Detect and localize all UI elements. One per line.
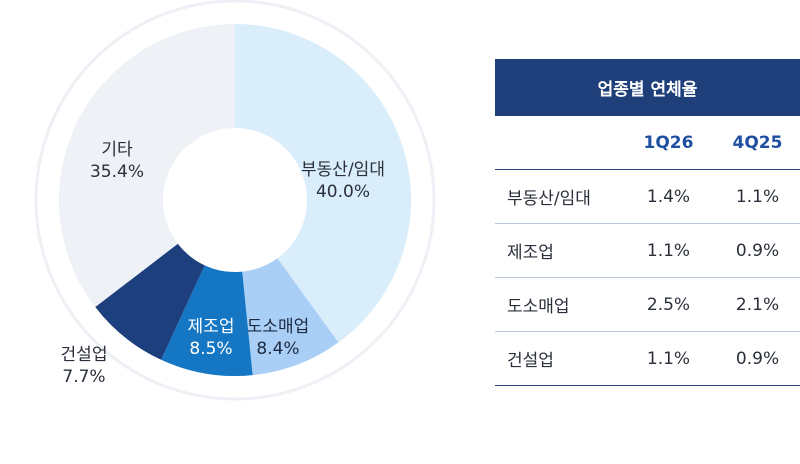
table-row: 건설업 1.1% 0.9% [495, 331, 800, 386]
donut-chart: 부동산/임대 40.0% 도소매업 8.4% 제조업 8.5% 건설업 7.7%… [34, 0, 436, 401]
row-category: 제조업 [495, 223, 622, 278]
column-header-4q25: 4Q25 [715, 116, 800, 170]
label-wholesale: 도소매업 8.4% [246, 317, 310, 359]
outer-ring [34, 0, 436, 401]
row-value-4q25: 1.1% [715, 169, 800, 224]
delinquency-table: 업종별 연체율 1Q26 4Q25 부동산/임대 1.4% 1.1% 제조업 1… [495, 59, 800, 386]
slice-real-estate [235, 24, 411, 343]
row-value-1q26: 2.5% [622, 277, 715, 332]
column-header-1q26: 1Q26 [622, 116, 715, 170]
label-construction: 건설업 7.7% [60, 345, 108, 387]
slice-wholesale [242, 258, 339, 376]
row-value-1q26: 1.1% [622, 223, 715, 278]
row-category: 도소매업 [495, 277, 622, 332]
row-value-4q25: 0.9% [715, 331, 800, 386]
slice-manufacturing [161, 265, 253, 377]
table-corner [495, 116, 622, 170]
donut-svg [34, 0, 436, 401]
row-value-1q26: 1.4% [622, 169, 715, 224]
label-other: 기타 35.4% [89, 140, 145, 182]
table-row: 부동산/임대 1.4% 1.1% [495, 169, 800, 224]
row-value-4q25: 2.1% [715, 277, 800, 332]
row-value-1q26: 1.1% [622, 331, 715, 386]
label-manufacturing: 제조업 8.5% [187, 317, 235, 359]
row-category: 건설업 [495, 331, 622, 386]
donut-hole [175, 140, 295, 260]
row-category: 부동산/임대 [495, 169, 622, 224]
slice-other [58, 24, 236, 307]
row-value-4q25: 0.9% [715, 223, 800, 278]
label-real-estate: 부동산/임대 40.0% [301, 160, 385, 202]
table-row: 제조업 1.1% 0.9% [495, 223, 800, 278]
slice-construction [95, 243, 205, 360]
table-title: 업종별 연체율 [495, 59, 800, 116]
table-row: 도소매업 2.5% 2.1% [495, 277, 800, 332]
